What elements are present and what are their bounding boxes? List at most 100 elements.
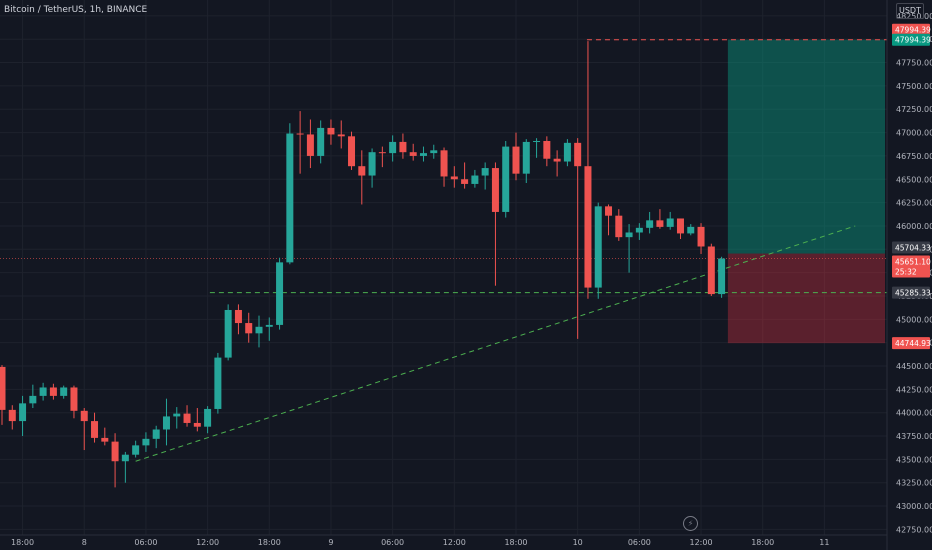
candle-body xyxy=(204,408,212,427)
y-tick-label: 46500.00 xyxy=(896,175,932,184)
candle-body xyxy=(152,429,160,439)
chart-grid xyxy=(0,0,887,535)
candle-body xyxy=(214,357,222,409)
x-tick-label: 06:00 xyxy=(628,538,651,547)
y-tick-label: 46000.00 xyxy=(896,222,932,231)
candle-body xyxy=(419,153,427,156)
y-tick-label: 46750.00 xyxy=(896,152,932,161)
x-tick-label: 18:00 xyxy=(11,538,34,547)
y-tick-label: 45000.00 xyxy=(896,315,932,324)
candle-body xyxy=(317,127,325,156)
candle-body xyxy=(378,152,386,154)
candle-body xyxy=(676,218,684,234)
candle-body xyxy=(635,227,643,233)
y-tick-label: 48250.00 xyxy=(896,12,932,21)
target-axis-label-bg xyxy=(892,33,930,46)
x-tick-label: 12:00 xyxy=(443,538,466,547)
candle-body xyxy=(183,413,191,423)
y-tick-label: 46250.00 xyxy=(896,199,932,208)
x-tick-label: 9 xyxy=(328,538,333,547)
candle-body xyxy=(121,454,129,462)
candle-body xyxy=(450,176,458,180)
candle-body xyxy=(491,168,499,212)
x-tick-label: 06:00 xyxy=(134,538,157,547)
candle-body xyxy=(276,262,284,325)
candle-body xyxy=(389,141,397,154)
candle-body xyxy=(697,226,705,247)
support-price-label: 45285.33 xyxy=(895,289,931,298)
candle-body xyxy=(255,326,263,334)
position-zones xyxy=(727,39,885,344)
stop-price-label-bg xyxy=(892,337,930,350)
candle-body xyxy=(234,309,242,324)
candle-body xyxy=(224,309,232,358)
candle-body xyxy=(399,141,407,153)
candle-body xyxy=(132,445,140,455)
x-tick-label: 12:00 xyxy=(690,538,713,547)
y-tick-label: 44250.00 xyxy=(896,385,932,394)
candle-body xyxy=(481,168,489,176)
loss-zone xyxy=(727,253,885,344)
y-tick-label: 43750.00 xyxy=(896,432,932,441)
x-tick-label: 18:00 xyxy=(504,538,527,547)
candle-body xyxy=(461,179,469,184)
candle-body xyxy=(533,140,541,142)
candle-body xyxy=(265,324,273,327)
time-axis[interactable]: 18:00 8 06:00 12:00 18:00 9 06:00 12:00 18:00 10 0… xyxy=(0,534,887,547)
candle-body xyxy=(574,142,582,167)
x-tick-label: 11 xyxy=(819,538,829,547)
x-tick-label: 18:00 xyxy=(258,538,281,547)
y-tick-label: 43000.00 xyxy=(896,502,932,511)
x-tick-label: 12:00 xyxy=(196,538,219,547)
candle-body xyxy=(19,403,27,422)
candle-body xyxy=(39,387,47,396)
candle-body xyxy=(49,387,57,396)
candle-body xyxy=(29,395,37,404)
drawing-lines xyxy=(0,39,887,462)
support-price-label-bg xyxy=(892,286,930,299)
y-tick-label: 44000.00 xyxy=(896,409,932,418)
y-tick-label: 47500.00 xyxy=(896,82,932,91)
y-tick-label: 47250.00 xyxy=(896,105,932,114)
y-tick-label: 42750.00 xyxy=(896,525,932,534)
candle-body xyxy=(471,175,479,184)
candle-body xyxy=(625,232,633,238)
candle-body xyxy=(91,421,99,438)
candle-body xyxy=(193,422,201,427)
x-tick-label: 8 xyxy=(82,538,87,547)
countdown-label: 25:32 xyxy=(895,268,917,277)
candle-body xyxy=(563,142,571,162)
candle-body xyxy=(584,166,592,288)
candle-body xyxy=(594,206,602,288)
candle-body xyxy=(327,127,335,135)
candle-body xyxy=(337,134,345,137)
candle-body xyxy=(666,218,674,227)
candle-body xyxy=(502,146,510,212)
candle-body xyxy=(646,220,654,228)
candlestick-series xyxy=(0,41,726,488)
y-tick-label: 47750.00 xyxy=(896,59,932,68)
profit-zone xyxy=(727,39,885,254)
candle-body xyxy=(142,438,150,446)
y-tick-label: 43250.00 xyxy=(896,479,932,488)
candle-body xyxy=(286,133,294,263)
last-price-label-bg xyxy=(892,255,930,268)
candle-body xyxy=(306,134,314,156)
y-tick-label: 43500.00 xyxy=(896,455,932,464)
candle-body xyxy=(348,136,356,167)
countdown-label-bg xyxy=(892,265,930,278)
y-tick-label: 44500.00 xyxy=(896,362,932,371)
entry-price-label: 45704.33 xyxy=(895,244,931,253)
chart-title: Bitcoin / TetherUS, 1h, BINANCE xyxy=(4,5,148,15)
candle-body xyxy=(605,206,613,216)
target-price-label: 47994.39 xyxy=(895,26,931,35)
candle-body xyxy=(553,158,561,162)
currency-unit-button[interactable]: USDT xyxy=(896,3,924,19)
lightning-icon[interactable]: ⚡ xyxy=(683,516,698,531)
candle-body xyxy=(8,409,16,422)
candle-body xyxy=(101,437,109,442)
last-price-label: 45651.10 xyxy=(895,258,931,267)
candle-body xyxy=(80,410,88,422)
candle-body xyxy=(60,387,68,396)
